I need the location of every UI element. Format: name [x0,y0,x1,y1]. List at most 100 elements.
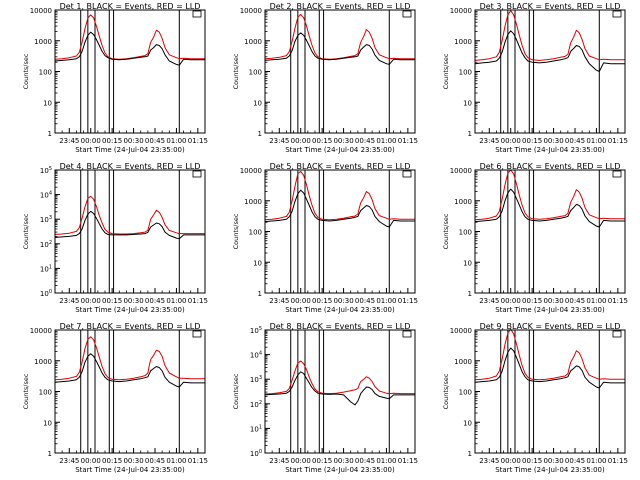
y-tick-label: 1 [468,450,472,458]
x-tick-label: 01:15 [398,457,418,465]
panel-title: Det 2, BLACK = Events, RED = LLD [270,2,411,11]
y-axis-label: Counts/sec [22,53,30,89]
legend-box [402,10,412,18]
x-tick-label: 23:45 [479,457,499,465]
x-tick-label: 01:00 [376,137,396,145]
chart-panel: Det 1, BLACK = Events, RED = LLD 1 10 100 10… [22,2,208,154]
legend-box [192,10,202,18]
x-tick-label: 00:30 [543,137,563,145]
y-axis-label: Counts/sec [22,373,30,409]
events-series-line [474,347,625,389]
y-tick-label: 10000 [240,167,262,175]
y-tick-label: 10000 [30,327,52,335]
y-tick-label: 1 [48,130,52,138]
y-tick-label: 100 [249,69,262,77]
x-tick-label: 00:15 [522,297,542,305]
y-tick-label: 101 [40,264,52,273]
x-tick-label: 00:30 [333,297,353,305]
y-tick-label: 1 [468,130,472,138]
panel-title: Det 9, BLACK = Events, RED = LLD [480,322,621,331]
y-axis-label: Counts/sec [442,53,450,89]
legend-box [192,170,202,178]
x-tick-label: 00:00 [501,297,521,305]
lld-series-line [54,336,205,381]
y-tick-label: 102 [40,240,52,249]
y-tick-label: 10 [43,99,52,107]
lld-series-line [264,13,415,60]
legend-box [612,330,622,338]
y-tick-label: 10000 [450,327,472,335]
chart-panel: Det 9, BLACK = Events, RED = LLD 1 10 100 10… [442,322,628,474]
x-tick-label: 00:45 [145,297,165,305]
x-tick-label: 00:45 [355,457,375,465]
x-tick-label: 00:00 [291,137,311,145]
x-tick-label: 00:00 [291,457,311,465]
y-tick-label: 1000 [34,358,52,366]
x-tick-label: 00:30 [333,457,353,465]
x-tick-label: 00:15 [312,457,332,465]
x-tick-label: 23:45 [479,297,499,305]
x-tick-label: 01:00 [166,457,186,465]
x-tick-label: 01:00 [586,457,606,465]
y-axis-label: Counts/sec [232,53,240,89]
panel-title: Det 3, BLACK = Events, RED = LLD [480,2,621,11]
lld-series-line [54,14,205,60]
legend-box [612,170,622,178]
x-tick-label: 00:45 [565,137,585,145]
panel-title: Det 4, BLACK = Events, RED = LLD [60,162,201,171]
lld-series-line [474,328,625,381]
x-tick-label: 00:15 [522,457,542,465]
x-tick-label: 00:45 [145,457,165,465]
y-tick-label: 10 [43,419,52,427]
x-tick-label: 01:00 [586,137,606,145]
x-tick-label: 00:00 [501,137,521,145]
x-tick-label: 01:00 [166,297,186,305]
x-tick-label: 01:15 [188,137,208,145]
plot-frame [54,169,206,294]
y-tick-label: 10000 [450,7,472,15]
x-tick-label: 01:15 [608,297,628,305]
lld-series-line [474,10,625,61]
x-tick-label: 23:45 [59,297,79,305]
chart-panel: Det 8, BLACK = Events, RED = LLD 100 101 10… [232,322,418,474]
panel-grid: Det 1, BLACK = Events, RED = LLD11010010… [22,2,628,474]
events-series-line [264,189,415,228]
y-tick-label: 105 [40,166,52,175]
chart-panel: Det 7, BLACK = Events, RED = LLD 1 10 100 10… [22,322,208,474]
x-tick-label: 00:30 [123,137,143,145]
y-tick-label: 104 [40,191,52,200]
y-tick-label: 101 [250,424,262,433]
y-tick-label: 1 [258,130,262,138]
lld-series-line [474,169,625,221]
chart-panel: Det 6, BLACK = Events, RED = LLD 1 10 100 10… [442,162,628,314]
x-tick-label: 23:45 [269,457,289,465]
x-tick-label: 23:45 [269,297,289,305]
x-tick-label: 01:15 [188,457,208,465]
x-tick-label: 00:30 [333,137,353,145]
events-series-line [474,30,625,72]
y-tick-label: 103 [250,375,262,384]
x-tick-label: 00:45 [145,137,165,145]
events-series-line [54,210,205,240]
y-tick-label: 100 [250,449,262,458]
y-tick-label: 105 [250,326,262,335]
x-tick-label: 00:15 [102,297,122,305]
x-tick-label: 00:15 [522,137,542,145]
y-axis-label: Counts/sec [442,373,450,409]
events-series-line [54,353,205,388]
y-tick-label: 100 [40,289,52,298]
x-tick-label: 00:45 [355,137,375,145]
events-series-line [474,188,625,228]
chart-panel: Det 4, BLACK = Events, RED = LLD 100 101 10… [22,162,208,314]
x-tick-label: 23:45 [269,137,289,145]
panel-title: Det 5, BLACK = Events, RED = LLD [270,162,411,171]
y-tick-label: 10000 [30,7,52,15]
y-tick-label: 1 [258,290,262,298]
x-tick-label: 00:00 [81,457,101,465]
y-tick-label: 1000 [454,198,472,206]
x-axis-label: Start Time (24-Jul-04 23:35:00) [75,306,185,314]
x-tick-label: 23:45 [59,137,79,145]
y-tick-label: 10 [253,99,262,107]
x-tick-label: 01:00 [376,457,396,465]
